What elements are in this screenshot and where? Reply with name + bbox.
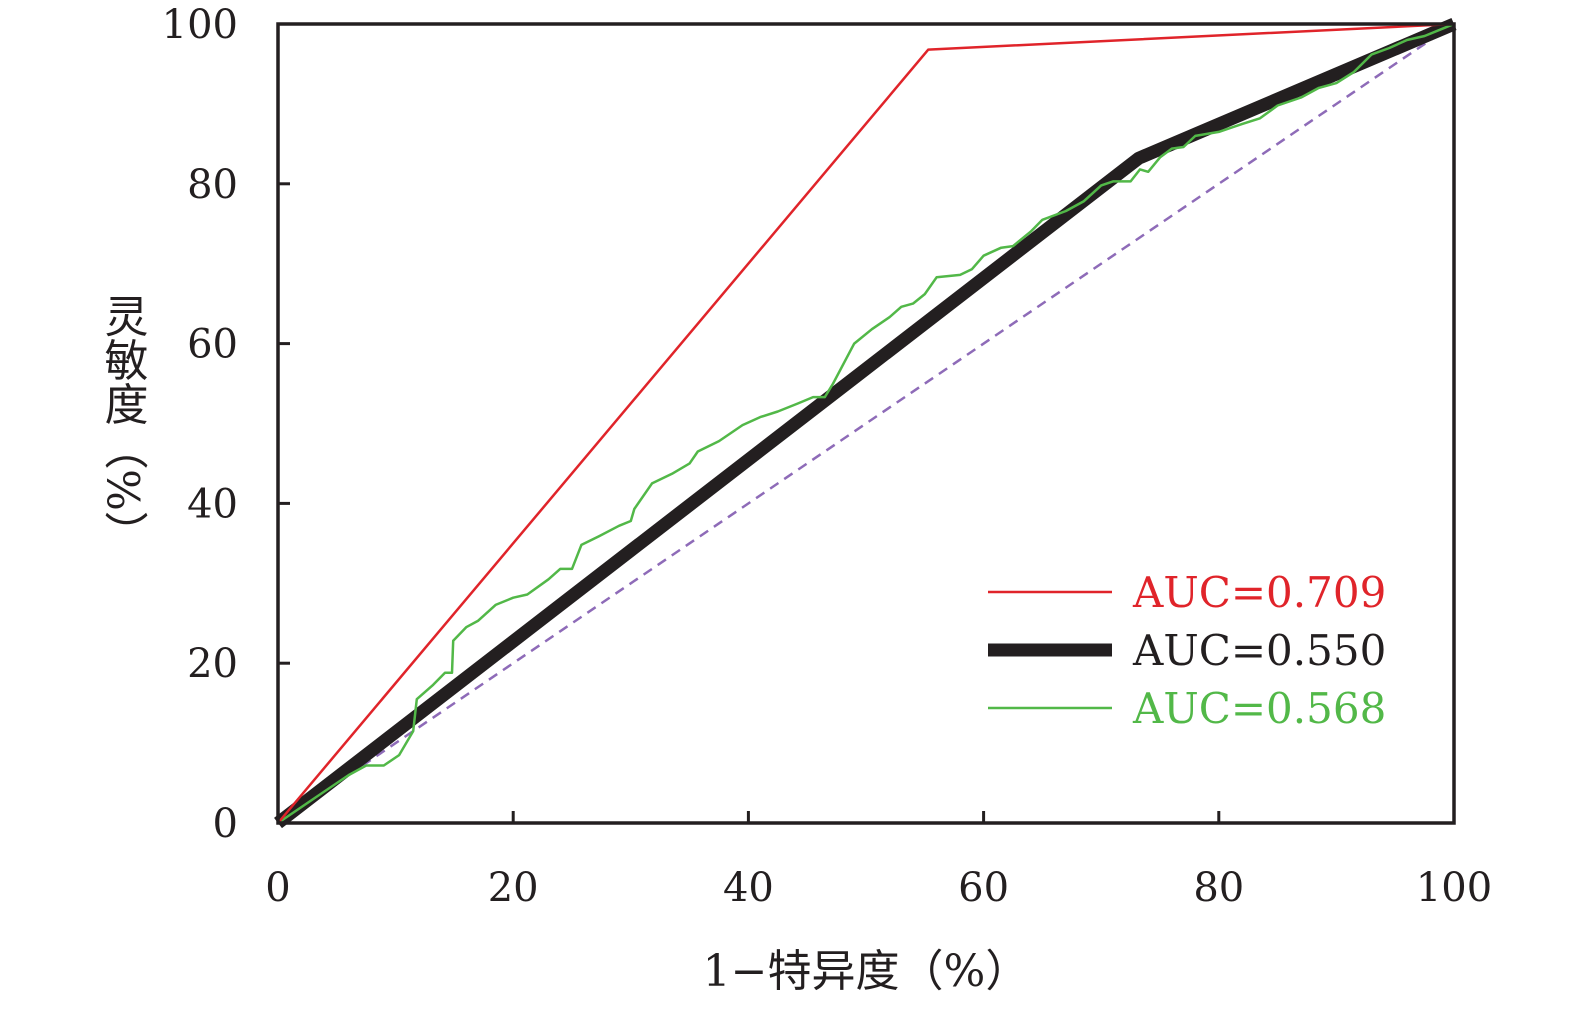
y-axis-title: 灵敏度（%） [97,293,148,555]
plot-frame [276,22,1456,825]
x-tick-label-3: 60 [958,865,1009,911]
series-layer [274,18,1457,829]
x-tick-label-0: 0 [265,865,290,911]
series-line-1 [274,18,1457,829]
y-tick-label-2: 40 [187,481,238,527]
legend: AUC=0.709 AUC=0.550 AUC=0.568 [988,568,1386,733]
x-tick-label-1: 20 [488,865,539,911]
x-axis-title: 1−特异度（%） [703,946,1030,997]
series-line-0 [277,22,1455,824]
ticks-layer: 0 20 40 60 80 100 0 20 40 60 80 100 [162,2,1493,911]
legend-label-2: AUC=0.568 [1132,684,1386,733]
x-tick-label-4: 80 [1193,865,1244,911]
y-tick-label-0: 0 [213,801,238,847]
legend-label-1: AUC=0.550 [1132,626,1386,675]
y-tick-label-1: 20 [187,641,238,687]
x-tick-label-2: 40 [723,865,774,911]
y-tick-label-5: 100 [162,2,238,48]
y-tick-label-3: 60 [187,322,238,368]
x-tick-label-5: 100 [1416,865,1492,911]
y-tick-label-4: 80 [187,162,238,208]
series-line-2 [277,22,1455,825]
legend-label-0: AUC=0.709 [1132,568,1386,617]
